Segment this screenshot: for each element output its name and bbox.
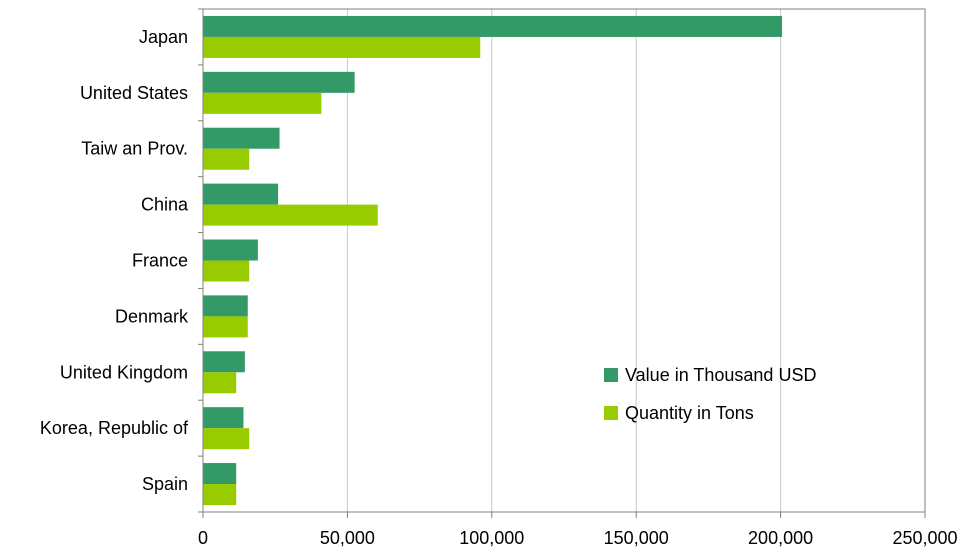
category-label: Spain: [142, 474, 188, 494]
x-tick-label: 150,000: [604, 528, 669, 548]
category-label: China: [141, 195, 189, 215]
bar-quantity: [203, 428, 250, 450]
bar-value: [203, 183, 279, 205]
category-label: France: [132, 251, 188, 271]
legend-swatch: [604, 406, 618, 420]
legend-label: Value in Thousand USD: [625, 365, 816, 385]
x-tick-label: 50,000: [320, 528, 375, 548]
bar-quantity: [203, 148, 250, 170]
legend-label: Quantity in Tons: [625, 403, 754, 423]
bar-quantity: [203, 36, 481, 58]
bar-quantity: [203, 260, 250, 282]
category-label: Japan: [139, 27, 188, 47]
bar-value: [203, 71, 355, 93]
category-labels: Japan United States Taiw an Prov. China Fran…: [40, 27, 189, 494]
bar-value: [203, 295, 248, 317]
bars: [203, 15, 783, 506]
bar-quantity: [203, 372, 237, 394]
bar-value: [203, 127, 280, 149]
bar-quantity: [203, 204, 378, 226]
bar-value: [203, 407, 244, 429]
legend-swatch: [604, 368, 618, 382]
bar-value: [203, 239, 258, 261]
axes: [198, 8, 926, 518]
legend: Value in Thousand USD Quantity in Tons: [604, 365, 816, 423]
x-tick-label: 200,000: [748, 528, 813, 548]
plot-area-border: [202, 8, 926, 513]
gridlines: [346, 9, 926, 512]
category-label: Denmark: [115, 306, 189, 326]
bar-value: [203, 15, 783, 37]
x-tick-label: 0: [198, 528, 208, 548]
bar-quantity: [203, 316, 248, 338]
bar-quantity: [203, 484, 237, 506]
x-tick-label: 250,000: [892, 528, 957, 548]
bar-value: [203, 351, 245, 373]
category-label: Taiw an Prov.: [81, 139, 188, 159]
category-label: United Kingdom: [60, 362, 188, 382]
bar-quantity: [203, 92, 322, 114]
x-tick-labels: 0 50,000 100,000 150,000 200,000 250,000: [198, 528, 958, 548]
bar-value: [203, 463, 237, 485]
x-tick-label: 100,000: [459, 528, 524, 548]
category-label: Korea, Republic of: [40, 418, 189, 438]
category-label: United States: [80, 83, 188, 103]
